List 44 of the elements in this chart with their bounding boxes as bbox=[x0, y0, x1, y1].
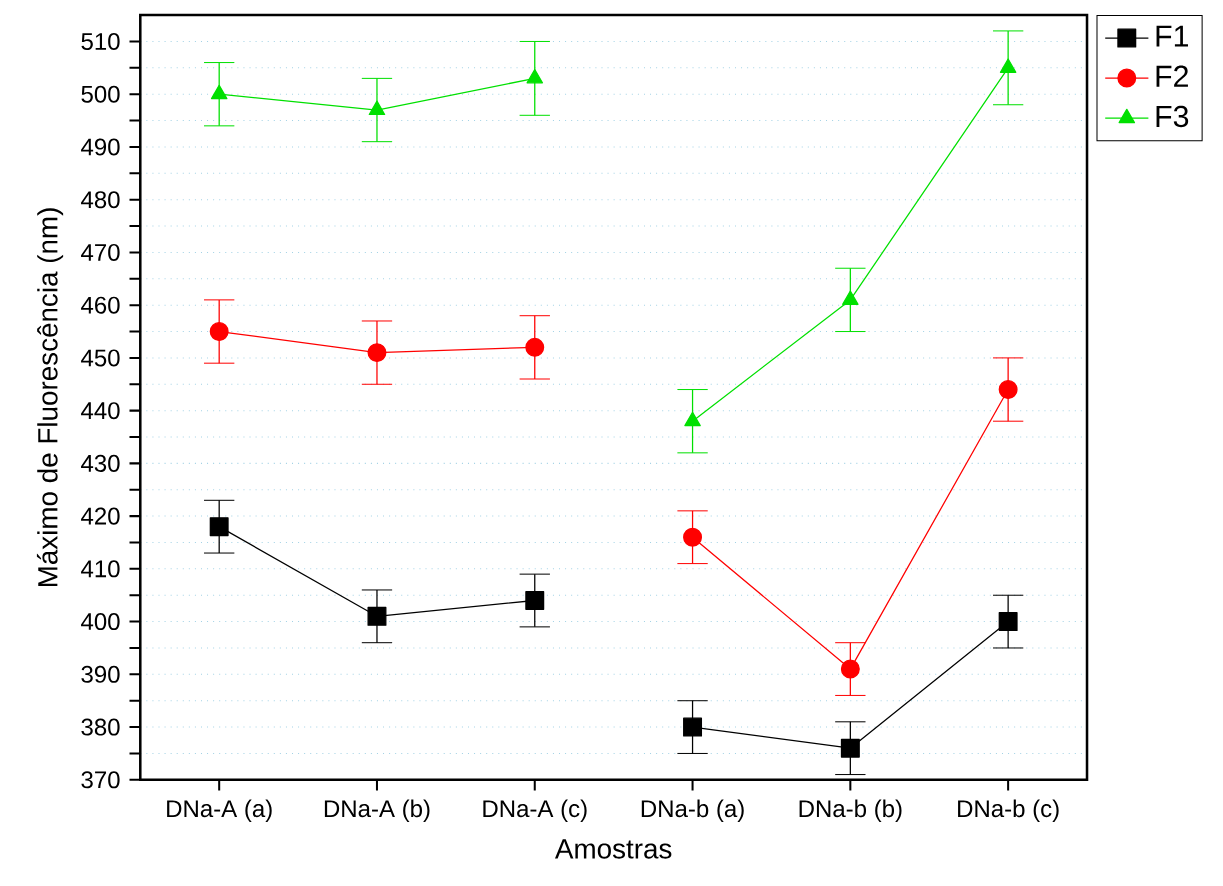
point bbox=[367, 607, 387, 627]
point bbox=[999, 58, 1017, 74]
x-tick-label: DNa-b (b) bbox=[799, 799, 902, 823]
x-tick-label: DNa-A (a) bbox=[167, 799, 272, 823]
y-tick-label: 400 bbox=[81, 613, 120, 631]
legend-label: F2 bbox=[1156, 65, 1188, 87]
point bbox=[683, 717, 703, 737]
x-tick-label: DNa-A (b) bbox=[324, 799, 430, 823]
legend-label: F1 bbox=[1156, 25, 1188, 47]
y-tick-label: 380 bbox=[81, 718, 120, 736]
y-tick-label: 480 bbox=[81, 191, 120, 209]
point bbox=[525, 338, 545, 358]
x-tick-label: DNa-A (c) bbox=[483, 799, 587, 823]
x-tick-label: DNa-b (c) bbox=[958, 799, 1059, 823]
y-axis-title: Máximo de Fluorescência (nm) bbox=[36, 208, 64, 587]
point bbox=[210, 84, 228, 100]
y-tick-label: 440 bbox=[81, 402, 120, 420]
y-tick-label: 390 bbox=[81, 666, 120, 684]
y-tick-label: 510 bbox=[81, 33, 120, 51]
point bbox=[209, 322, 229, 342]
legend-label: F3 bbox=[1156, 105, 1189, 128]
point bbox=[209, 517, 229, 537]
point bbox=[683, 527, 703, 547]
point bbox=[998, 612, 1018, 632]
point bbox=[684, 411, 701, 427]
y-tick-label: 370 bbox=[81, 771, 120, 789]
point bbox=[525, 591, 545, 611]
y-tick-label: 430 bbox=[81, 455, 120, 473]
point bbox=[840, 659, 860, 679]
x-tick-label: DNa-b (a) bbox=[641, 799, 744, 823]
point bbox=[840, 738, 860, 758]
y-tick-label: 470 bbox=[81, 244, 120, 262]
y-tick-label: 500 bbox=[81, 85, 120, 103]
y-tick-label: 460 bbox=[81, 296, 120, 314]
y-tick-label: 450 bbox=[81, 349, 120, 367]
point bbox=[368, 100, 386, 116]
point bbox=[526, 69, 544, 84]
y-tick-label: 490 bbox=[81, 138, 120, 156]
x-axis-title: Amostras bbox=[554, 839, 672, 859]
y-tick-label: 420 bbox=[81, 507, 120, 525]
y-tick-label: 410 bbox=[81, 560, 120, 578]
point bbox=[367, 343, 387, 363]
point bbox=[998, 380, 1018, 400]
point bbox=[842, 290, 859, 306]
